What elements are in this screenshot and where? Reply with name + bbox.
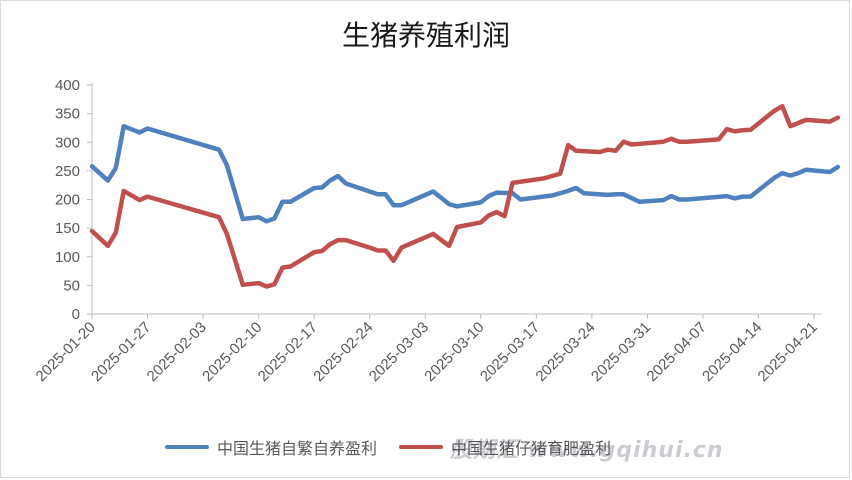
series-line-0 <box>89 123 841 224</box>
y-tick-label: 100 <box>55 249 80 266</box>
watermark: 股期汇 www.gqihui.cn <box>450 438 724 463</box>
y-tick-label: 0 <box>72 306 80 323</box>
series-line-1 <box>89 103 841 289</box>
chart-title: 生猪养殖利润 <box>341 19 510 52</box>
series-lines <box>89 103 841 289</box>
y-tick-label: 250 <box>55 163 80 180</box>
legend-label-self-breeding: 中国生猪自繁自养盈利 <box>217 439 378 458</box>
x-tick-label: 2025-04-21 <box>755 319 821 385</box>
y-tick-label: 50 <box>63 277 80 294</box>
legend: 中国生猪自繁自养盈利 中国生猪仔猪育肥盈利 <box>165 436 611 458</box>
legend-item-piglet-fattening: 中国生猪仔猪育肥盈利 <box>399 435 611 459</box>
legend-label-piglet-fattening: 中国生猪仔猪育肥盈利 <box>451 439 612 458</box>
axes: 0501001502002503003504002025-01-202025-0… <box>33 77 822 385</box>
legend-item-self-breeding: 中国生猪自繁自养盈利 <box>165 435 377 459</box>
y-tick-label: 150 <box>55 220 80 237</box>
legend-swatch-piglet-fattening <box>399 445 444 449</box>
y-tick-label: 400 <box>55 77 80 94</box>
y-tick-label: 300 <box>55 134 80 151</box>
y-tick-label: 350 <box>55 106 80 123</box>
y-tick-label: 200 <box>55 192 80 209</box>
legend-swatch-self-breeding <box>165 445 209 449</box>
